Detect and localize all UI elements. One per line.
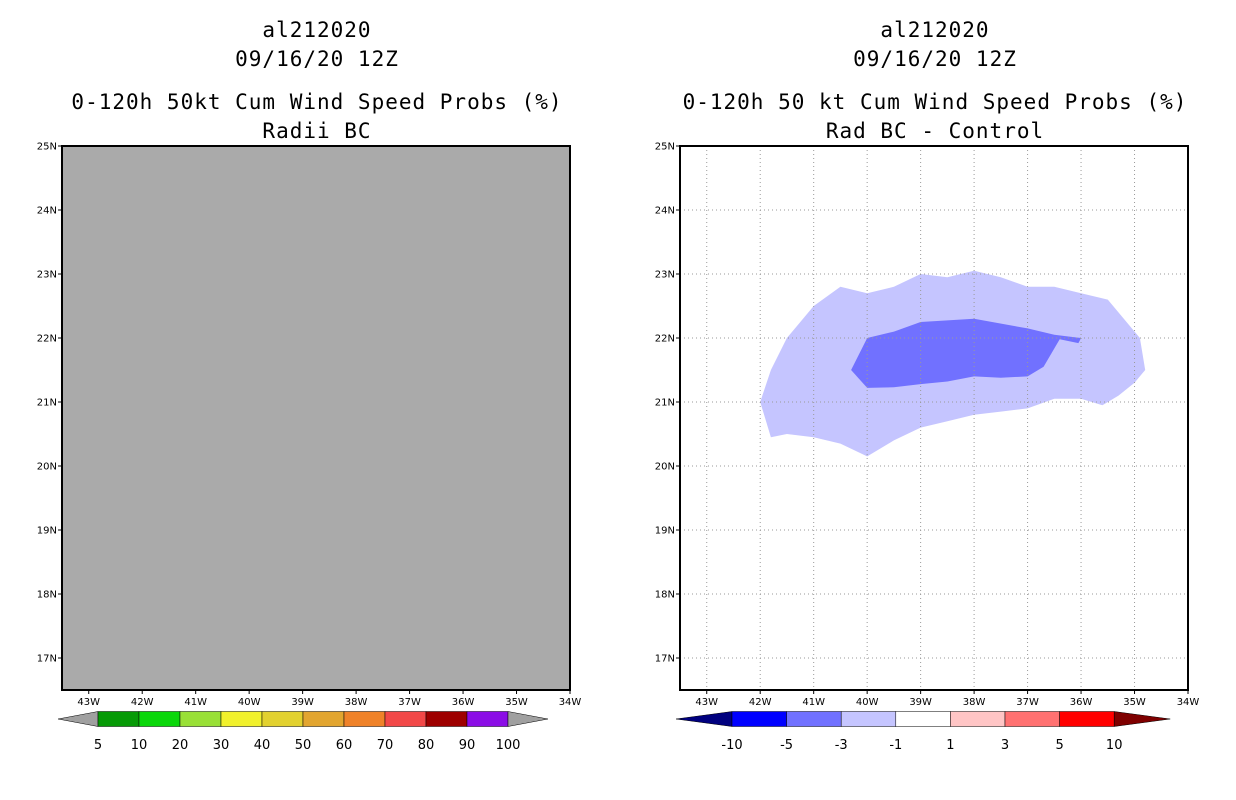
left-colorbar-swatch-8: [425, 711, 468, 727]
right-colorbar-label-0: -10: [721, 738, 742, 753]
right-xtick-label-4: 39W: [909, 697, 932, 708]
left-ytick-label-7: 24N: [37, 206, 57, 217]
right-xtick-label-8: 35W: [1123, 697, 1146, 708]
right-colorbar-label-2: -3: [835, 738, 848, 753]
right-plot-frame: [679, 145, 1189, 691]
right-colorbar-label-5: 3: [1001, 738, 1009, 753]
right-colorbar-label-3: -1: [889, 738, 902, 753]
left-colorbar-label-6: 60: [336, 738, 353, 753]
left-colorbar-swatch-0: [97, 711, 140, 727]
right-xtick-label-2: 41W: [802, 697, 825, 708]
right-ytick-label-1: 18N: [655, 590, 675, 601]
left-xtick-label-7: 36W: [452, 697, 475, 708]
left-ytick-label-4: 21N: [37, 398, 57, 409]
left-colorbar-label-4: 40: [254, 738, 271, 753]
left-xtick-label-8: 35W: [505, 697, 528, 708]
left-plot-frame: [61, 145, 571, 691]
right-chart-subtitle: Rad BC - Control: [825, 119, 1045, 143]
right-ytick-label-3: 20N: [655, 462, 675, 473]
left-xtick-label-4: 39W: [291, 697, 314, 708]
right-colorbar-over: [1113, 711, 1171, 727]
left-ytick-label-3: 20N: [37, 462, 57, 473]
right-colorbar-label-7: 10: [1106, 738, 1123, 753]
left-colorbar-over: [507, 711, 549, 727]
left-colorbar-label-9: 90: [459, 738, 476, 753]
left-colorbar-swatch-6: [343, 711, 386, 727]
left-colorbar-swatch-7: [384, 711, 427, 727]
left-colorbar-label-8: 80: [418, 738, 435, 753]
left-ytick-label-8: 25N: [37, 142, 57, 153]
left-plot-area: [62, 146, 570, 690]
left-xtick-label-5: 38W: [345, 697, 368, 708]
left-xtick-label-9: 34W: [559, 697, 582, 708]
left-datetime: 09/16/20 12Z: [235, 47, 399, 71]
left-colorbar-label-1: 10: [131, 738, 148, 753]
left-colorbar-label-10: 100: [496, 738, 521, 753]
right-colorbar-label-6: 5: [1055, 738, 1063, 753]
left-ytick-label-6: 23N: [37, 270, 57, 281]
right-xtick-label-6: 37W: [1016, 697, 1039, 708]
left-ytick-label-1: 18N: [37, 590, 57, 601]
right-chart-title: 0-120h 50 kt Cum Wind Speed Probs (%): [682, 90, 1188, 114]
left-colorbar-label-0: 5: [94, 738, 102, 753]
right-colorbar-swatch-6: [1059, 711, 1115, 727]
left-xtick-label-2: 41W: [184, 697, 207, 708]
right-ytick-label-0: 17N: [655, 654, 675, 665]
right-ytick-label-8: 25N: [655, 142, 675, 153]
right-contour-1: [851, 318, 1082, 388]
left-chart-subtitle: Radii BC: [262, 119, 372, 143]
left-colorbar-swatch-5: [302, 711, 345, 727]
left-colorbar-label-7: 70: [377, 738, 394, 753]
right-colorbar-swatch-3: [895, 711, 951, 727]
left-ytick-label-0: 17N: [37, 654, 57, 665]
right-xtick-label-9: 34W: [1177, 697, 1200, 708]
right-ytick-label-6: 23N: [655, 270, 675, 281]
left-colorbar-label-5: 50: [295, 738, 312, 753]
left-colorbar-under: [57, 711, 99, 727]
right-xtick-label-5: 38W: [963, 697, 986, 708]
right-ytick-label-5: 22N: [655, 334, 675, 345]
right-colorbar-swatch-1: [786, 711, 842, 727]
left-xtick-label-1: 42W: [131, 697, 154, 708]
right-colorbar-swatch-0: [731, 711, 787, 727]
left-chart-title: 0-120h 50kt Cum Wind Speed Probs (%): [71, 90, 563, 114]
left-colorbar-swatch-3: [220, 711, 263, 727]
left-storm-id: al212020: [262, 18, 372, 42]
left-xtick-label-3: 40W: [238, 697, 261, 708]
right-xtick-label-1: 42W: [749, 697, 772, 708]
right-xtick-label-3: 40W: [856, 697, 879, 708]
right-ytick-label-4: 21N: [655, 398, 675, 409]
left-colorbar-swatch-1: [138, 711, 181, 727]
right-colorbar-swatch-4: [950, 711, 1006, 727]
right-ytick-label-7: 24N: [655, 206, 675, 217]
left-colorbar-swatch-4: [261, 711, 304, 727]
right-ytick-label-2: 19N: [655, 526, 675, 537]
right-storm-id: al212020: [880, 18, 990, 42]
left-ytick-label-5: 22N: [37, 334, 57, 345]
right-colorbar-under: [675, 711, 733, 727]
left-colorbar-swatch-2: [179, 711, 222, 727]
right-colorbar-swatch-2: [840, 711, 897, 727]
left-ytick-label-2: 19N: [37, 526, 57, 537]
left-colorbar-label-3: 30: [213, 738, 230, 753]
left-xtick-label-0: 43W: [77, 697, 100, 708]
left-colorbar-swatch-9: [466, 711, 509, 727]
right-datetime: 09/16/20 12Z: [853, 47, 1017, 71]
right-xtick-label-0: 43W: [695, 697, 718, 708]
left-colorbar-label-2: 20: [172, 738, 189, 753]
right-xtick-label-7: 36W: [1070, 697, 1093, 708]
right-colorbar-label-4: 1: [946, 738, 954, 753]
left-xtick-label-6: 37W: [398, 697, 421, 708]
right-colorbar-label-1: -5: [780, 738, 793, 753]
right-colorbar-swatch-5: [1004, 711, 1060, 727]
